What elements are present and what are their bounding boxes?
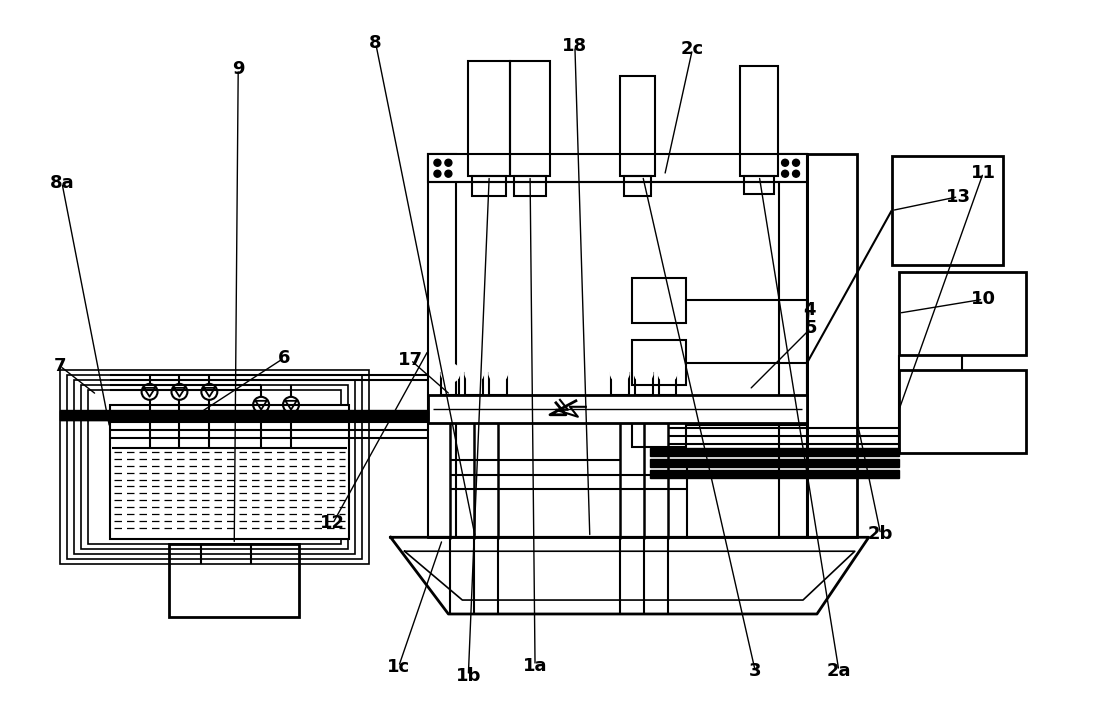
Polygon shape (60, 411, 429, 420)
Text: 8a: 8a (49, 174, 75, 192)
Text: 18: 18 (562, 37, 587, 56)
Bar (610, 373, 629, 395)
Bar (635, 373, 652, 395)
Circle shape (781, 170, 788, 177)
Circle shape (792, 170, 799, 177)
Bar (442, 373, 459, 395)
Circle shape (445, 170, 452, 177)
Circle shape (792, 159, 799, 166)
Bar (472, 176, 506, 196)
Bar (67, 375, 362, 559)
Polygon shape (390, 538, 869, 614)
Bar (631, 278, 686, 323)
Circle shape (434, 170, 441, 177)
Text: 9: 9 (232, 60, 244, 78)
Bar (619, 76, 654, 176)
Bar (468, 61, 510, 176)
Text: 5: 5 (804, 319, 818, 337)
Text: 4: 4 (802, 301, 815, 319)
Bar (429, 154, 807, 538)
Text: 8: 8 (369, 34, 383, 52)
Bar (60, 370, 368, 564)
Text: 3: 3 (749, 661, 762, 680)
Circle shape (610, 364, 629, 382)
Bar (88, 390, 341, 544)
Text: 10: 10 (971, 290, 996, 308)
Bar (466, 373, 483, 395)
Text: 17: 17 (398, 351, 423, 369)
Text: 2a: 2a (826, 661, 852, 680)
Text: 6: 6 (277, 349, 290, 367)
Bar (899, 370, 1026, 453)
Bar (489, 373, 507, 395)
Bar (631, 402, 686, 446)
Polygon shape (60, 410, 429, 420)
Circle shape (781, 159, 788, 166)
Circle shape (635, 364, 652, 382)
Bar (899, 272, 1026, 355)
Text: 11: 11 (971, 164, 996, 182)
Polygon shape (650, 469, 899, 478)
Bar (779, 154, 807, 538)
Circle shape (442, 364, 459, 382)
Circle shape (466, 364, 483, 382)
Text: 12: 12 (320, 514, 345, 533)
Bar (631, 340, 686, 385)
Bar (744, 176, 774, 194)
Polygon shape (650, 459, 899, 466)
Text: 13: 13 (946, 188, 971, 206)
Text: 1b: 1b (456, 666, 481, 685)
Bar (740, 66, 778, 176)
Circle shape (434, 159, 441, 166)
Bar (514, 176, 546, 196)
Bar (659, 373, 676, 395)
Bar (510, 61, 550, 176)
Bar (110, 405, 349, 539)
Text: 2c: 2c (681, 40, 704, 58)
Bar (73, 380, 355, 554)
Text: 1c: 1c (387, 658, 410, 676)
Bar (807, 154, 857, 538)
Bar (429, 154, 807, 182)
Circle shape (445, 159, 452, 166)
Circle shape (659, 364, 676, 382)
Bar (892, 156, 1003, 266)
Text: 7: 7 (54, 357, 66, 375)
Bar (429, 154, 456, 538)
Bar (429, 395, 807, 423)
Bar (624, 176, 651, 196)
Text: 1a: 1a (523, 656, 547, 675)
Circle shape (489, 364, 507, 382)
Bar (170, 544, 299, 617)
Bar (81, 385, 347, 549)
Polygon shape (650, 448, 899, 456)
Text: 2b: 2b (868, 525, 893, 543)
